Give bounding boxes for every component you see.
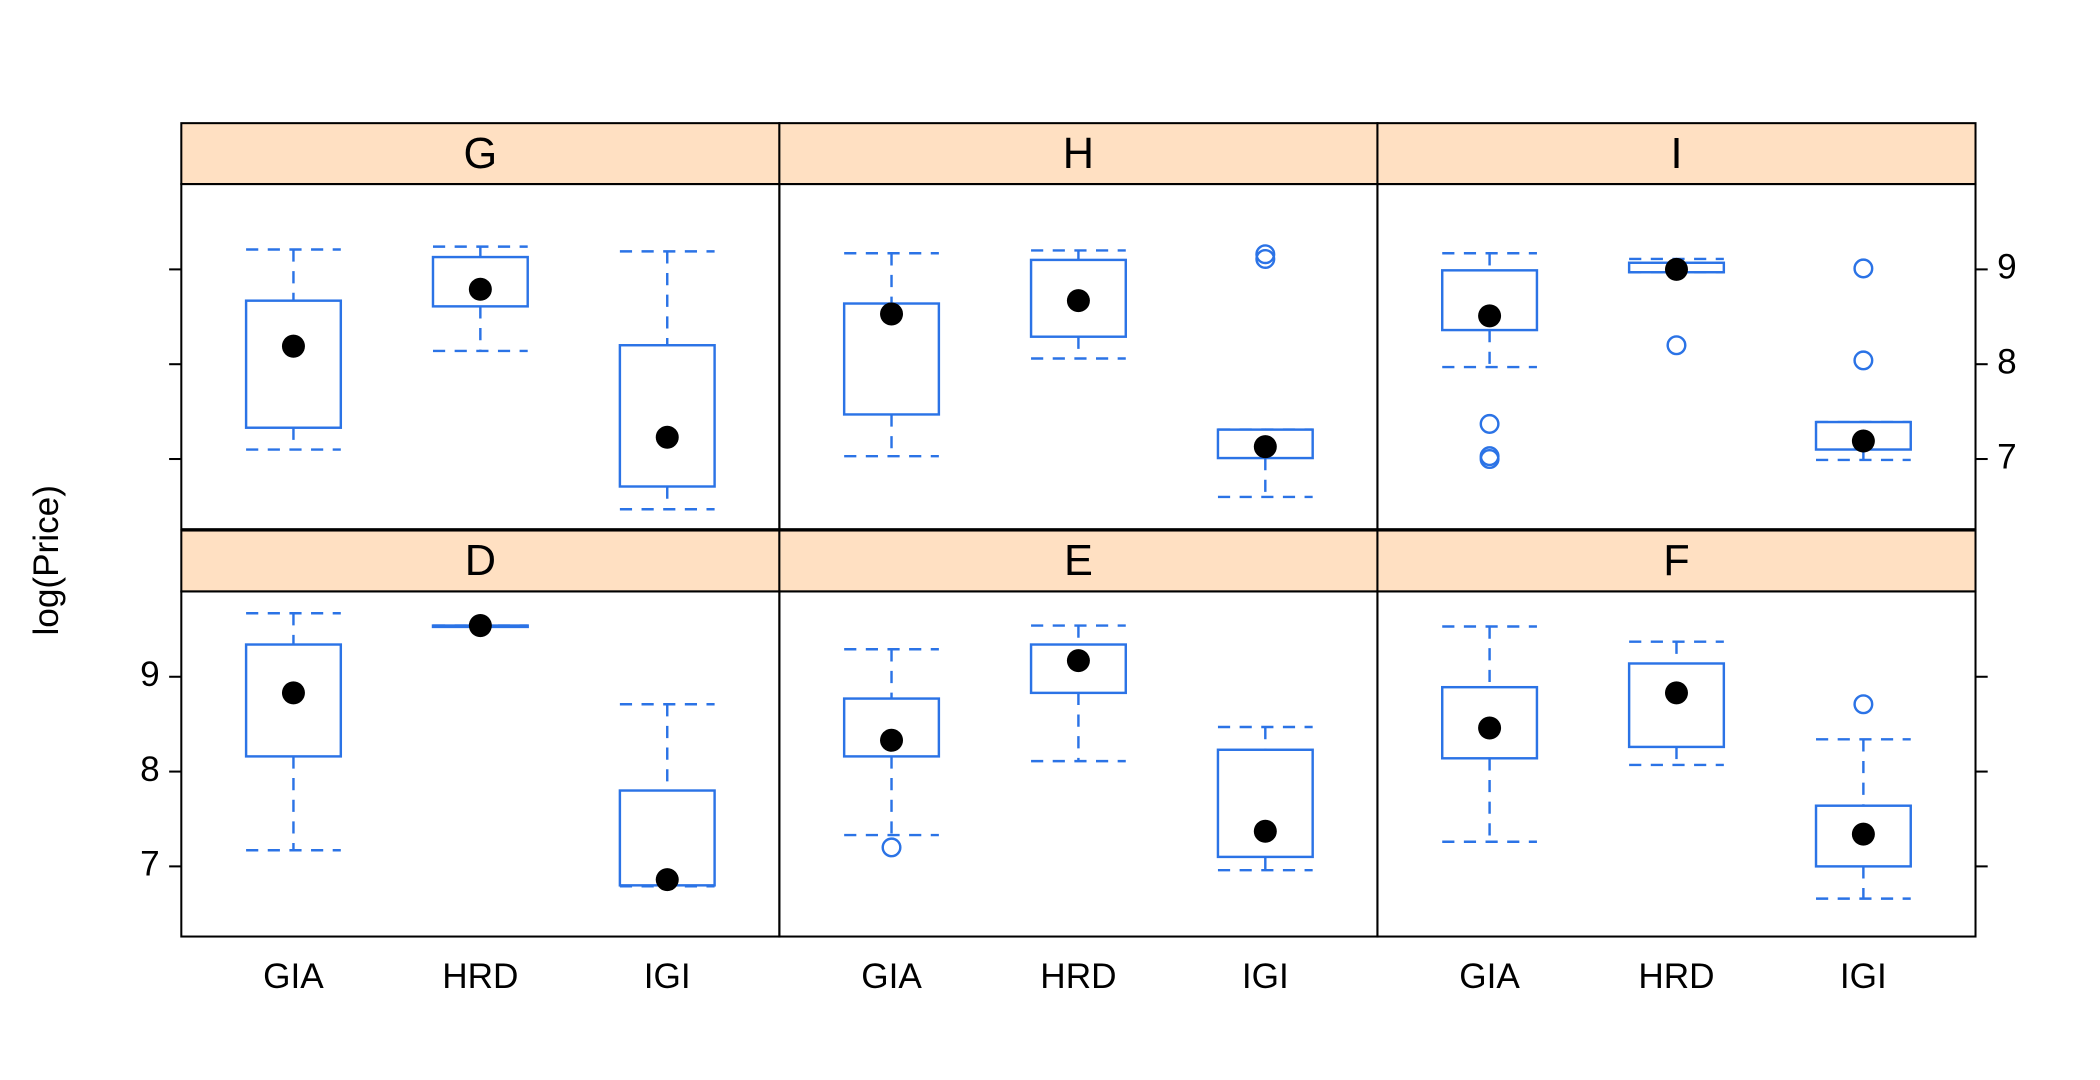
- box: [1441, 685, 1539, 760]
- median-dot: [1066, 289, 1090, 313]
- x-tick-label: IGI: [1242, 957, 1289, 996]
- median-dot: [1066, 649, 1090, 673]
- median-dot: [655, 425, 679, 449]
- x-tick-label: IGI: [644, 957, 691, 996]
- y-axis-label: log(Price): [27, 485, 66, 636]
- y-tick-label: 7: [1997, 437, 2017, 476]
- outlier: [1255, 248, 1276, 269]
- x-tick-label: GIA: [263, 957, 324, 996]
- strip: [180, 529, 781, 593]
- strip-label: H: [1063, 130, 1094, 178]
- x-tick-label: HRD: [1638, 957, 1714, 996]
- x-tick-label: HRD: [1040, 957, 1116, 996]
- strip-label: G: [464, 130, 498, 178]
- outlier: [881, 837, 902, 858]
- y-tick-label: 8: [140, 750, 160, 789]
- median-dot: [1664, 257, 1688, 281]
- panel-frame: [1376, 590, 1977, 938]
- median-dot: [468, 277, 492, 301]
- median-dot: [281, 334, 305, 358]
- median-dot: [1253, 819, 1277, 843]
- x-tick-label: HRD: [442, 957, 518, 996]
- median-dot: [1851, 429, 1875, 453]
- median-dot: [468, 614, 492, 638]
- median-dot: [1851, 822, 1875, 846]
- outlier: [1853, 694, 1874, 715]
- outlier: [1479, 413, 1500, 434]
- outlier: [1479, 448, 1500, 470]
- x-tick-label: GIA: [1459, 957, 1520, 996]
- outlier: [1853, 258, 1874, 279]
- strip-label: I: [1670, 130, 1682, 178]
- y-tick-label: 9: [140, 655, 160, 694]
- median-dot: [281, 681, 305, 705]
- box: [618, 344, 716, 488]
- box: [1814, 804, 1912, 868]
- panel-frame: [1376, 183, 1977, 531]
- median-dot: [1664, 681, 1688, 705]
- median-dot: [1253, 435, 1277, 459]
- y-tick-label: 9: [1997, 248, 2017, 287]
- outlier: [1666, 335, 1687, 356]
- strip-label: D: [465, 537, 496, 585]
- box: [244, 299, 343, 429]
- median-dot: [655, 868, 679, 892]
- box: [1627, 662, 1726, 749]
- median-dot: [1478, 716, 1502, 740]
- outlier: [1853, 350, 1874, 371]
- strip: [778, 122, 1379, 186]
- y-tick-label: 8: [1997, 342, 2017, 381]
- strip: [180, 122, 781, 186]
- median-dot: [880, 728, 904, 752]
- strip: [1376, 122, 1977, 186]
- x-tick-label: IGI: [1840, 957, 1887, 996]
- median-dot: [880, 302, 904, 326]
- strip-label: F: [1663, 537, 1689, 585]
- y-tick-label: 7: [140, 845, 160, 884]
- strip-label: E: [1064, 537, 1093, 585]
- median-dot: [1478, 304, 1502, 328]
- x-tick-label: GIA: [861, 957, 922, 996]
